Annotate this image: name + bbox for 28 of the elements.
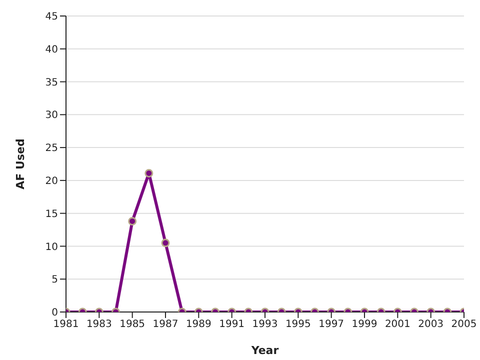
x-tick-label: 1993 [252,319,278,330]
y-tick-label: 45 [45,12,58,23]
y-tick-label: 30 [45,110,58,122]
y-tick-label: 20 [45,176,58,187]
x-tick-label: 2005 [451,319,477,330]
y-tick-label: 15 [45,208,58,220]
y-tick-label: 40 [45,44,58,56]
point [128,216,137,226]
x-tick-label: 1997 [318,319,344,330]
x-tick-label: 1989 [186,319,212,330]
y-tick-label: 0 [52,308,58,319]
y-tick-label: 25 [45,143,58,154]
x-tick-label: 1987 [152,319,178,330]
y-tick-label: 10 [45,242,58,253]
y-tick-label: 35 [45,77,58,88]
x-tick-label: 1983 [86,319,112,330]
x-tick-label: 2003 [418,319,444,330]
x-tick-label: 1991 [219,319,245,330]
x-tick-label: 1999 [352,319,378,330]
point [161,238,170,248]
x-tick-label: 1981 [53,319,79,330]
x-tick-label: 1995 [285,319,311,330]
x-axis-title: Year [250,344,280,357]
point [144,168,154,178]
y-tick-label: 5 [52,274,58,286]
x-tick-label: 1985 [120,319,146,330]
x-tick-label: 2001 [384,319,410,330]
y-axis-title: AF Used [14,138,27,190]
